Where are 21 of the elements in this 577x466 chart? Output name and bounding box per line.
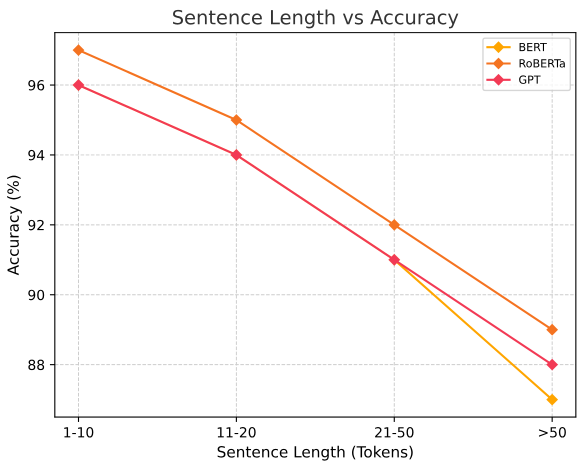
legend-label: RoBERTa [520, 59, 565, 68]
y-tick-label: 96 [28, 80, 44, 91]
y-tick-label: 94 [28, 150, 44, 160]
y-axis-title: Accuracy (%) [7, 176, 22, 276]
legend-label: GPT [519, 75, 541, 84]
y-tick-label: 88 [28, 360, 44, 370]
point [546, 324, 558, 336]
x-axis-title: Sentence Length (Tokens) [218, 446, 413, 461]
point [546, 359, 558, 370]
point [72, 44, 84, 56]
y-tick-label: 92 [28, 220, 44, 230]
point [230, 114, 242, 126]
x-tick-label: 11-20 [218, 427, 256, 438]
point [546, 394, 558, 406]
x-tick-label: >50 [538, 427, 566, 438]
chart-title: Sentence Length vs Accuracy [173, 10, 458, 28]
y-tick-label: 90 [28, 290, 44, 300]
point [388, 219, 400, 230]
x-tick-label: 1-10 [64, 427, 94, 438]
x-tick-label: 21-50 [375, 427, 414, 438]
legend-label: BERT [520, 42, 547, 52]
